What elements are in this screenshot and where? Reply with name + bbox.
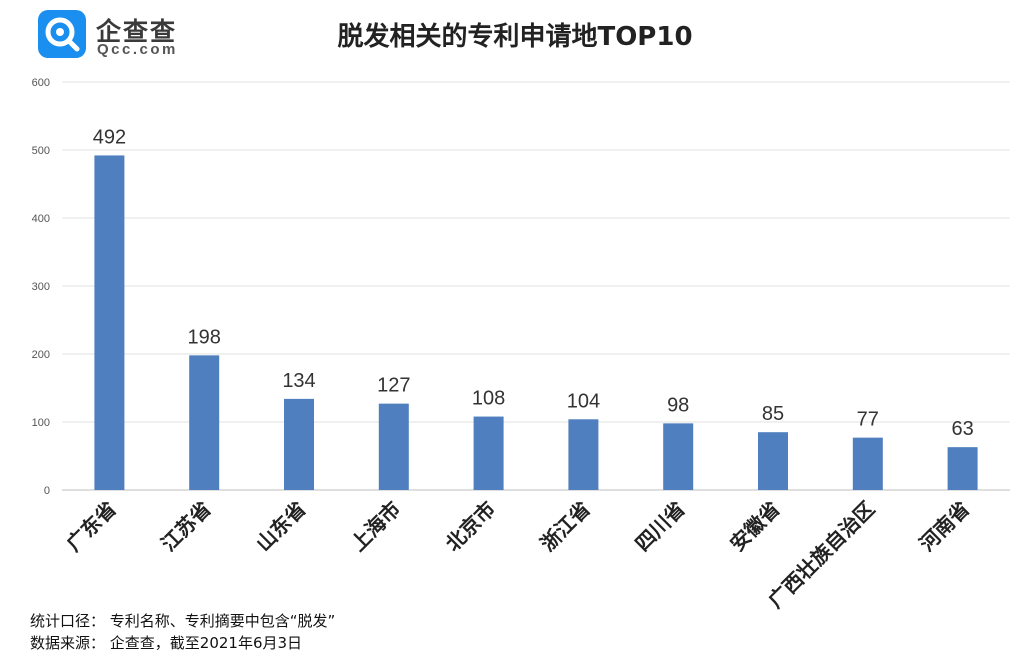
bar xyxy=(663,423,694,490)
x-tick-label: 山东省 xyxy=(251,497,310,556)
y-tick-label: 0 xyxy=(44,485,50,497)
data-label: 85 xyxy=(762,403,784,425)
data-label: 127 xyxy=(377,375,410,397)
logo-icon xyxy=(38,10,86,58)
brand-logo: 企查查 Qcc.com xyxy=(38,10,238,62)
data-label: 104 xyxy=(567,390,600,412)
brand-name: 企查查 xyxy=(96,17,178,46)
x-tick-label: 江苏省 xyxy=(156,497,215,556)
data-label: 108 xyxy=(472,388,505,410)
bar xyxy=(284,398,314,490)
x-tick-label: 河南省 xyxy=(915,497,974,556)
x-tick-label: 安徽省 xyxy=(725,497,784,556)
chart-title: 脱发相关的专利申请地TOP10 xyxy=(337,22,693,52)
x-tick-label: 广东省 xyxy=(62,497,121,556)
brand-domain: Qcc.com xyxy=(97,41,178,58)
data-label: 98 xyxy=(667,394,689,416)
footnote-source: 数据来源： 企查查，截至2021年6月3日 xyxy=(30,634,303,652)
x-tick-label: 上海市 xyxy=(346,497,405,556)
bar xyxy=(378,403,409,490)
y-tick-label: 600 xyxy=(32,77,50,89)
bar xyxy=(758,432,788,490)
y-tick-label: 200 xyxy=(32,349,50,361)
x-tick-label: 四川省 xyxy=(630,497,689,556)
data-label: 77 xyxy=(857,409,879,431)
footnote-scope: 统计口径： 专利名称、专利摘要中包含“脱发” xyxy=(30,612,336,630)
x-tick-label: 北京市 xyxy=(441,497,500,556)
y-tick-label: 400 xyxy=(32,213,50,225)
bar xyxy=(568,419,599,490)
bar xyxy=(852,437,883,490)
data-label: 492 xyxy=(93,126,126,148)
bar xyxy=(473,416,504,490)
y-tick-label: 100 xyxy=(32,417,50,429)
bar xyxy=(947,447,978,490)
data-label: 63 xyxy=(951,418,973,440)
data-label: 134 xyxy=(282,370,315,392)
data-label: 198 xyxy=(188,326,221,348)
y-tick-label: 300 xyxy=(32,281,50,293)
bar xyxy=(189,355,220,490)
x-tick-label: 浙江省 xyxy=(536,497,595,556)
bar xyxy=(94,155,125,490)
y-tick-label: 500 xyxy=(32,145,50,157)
